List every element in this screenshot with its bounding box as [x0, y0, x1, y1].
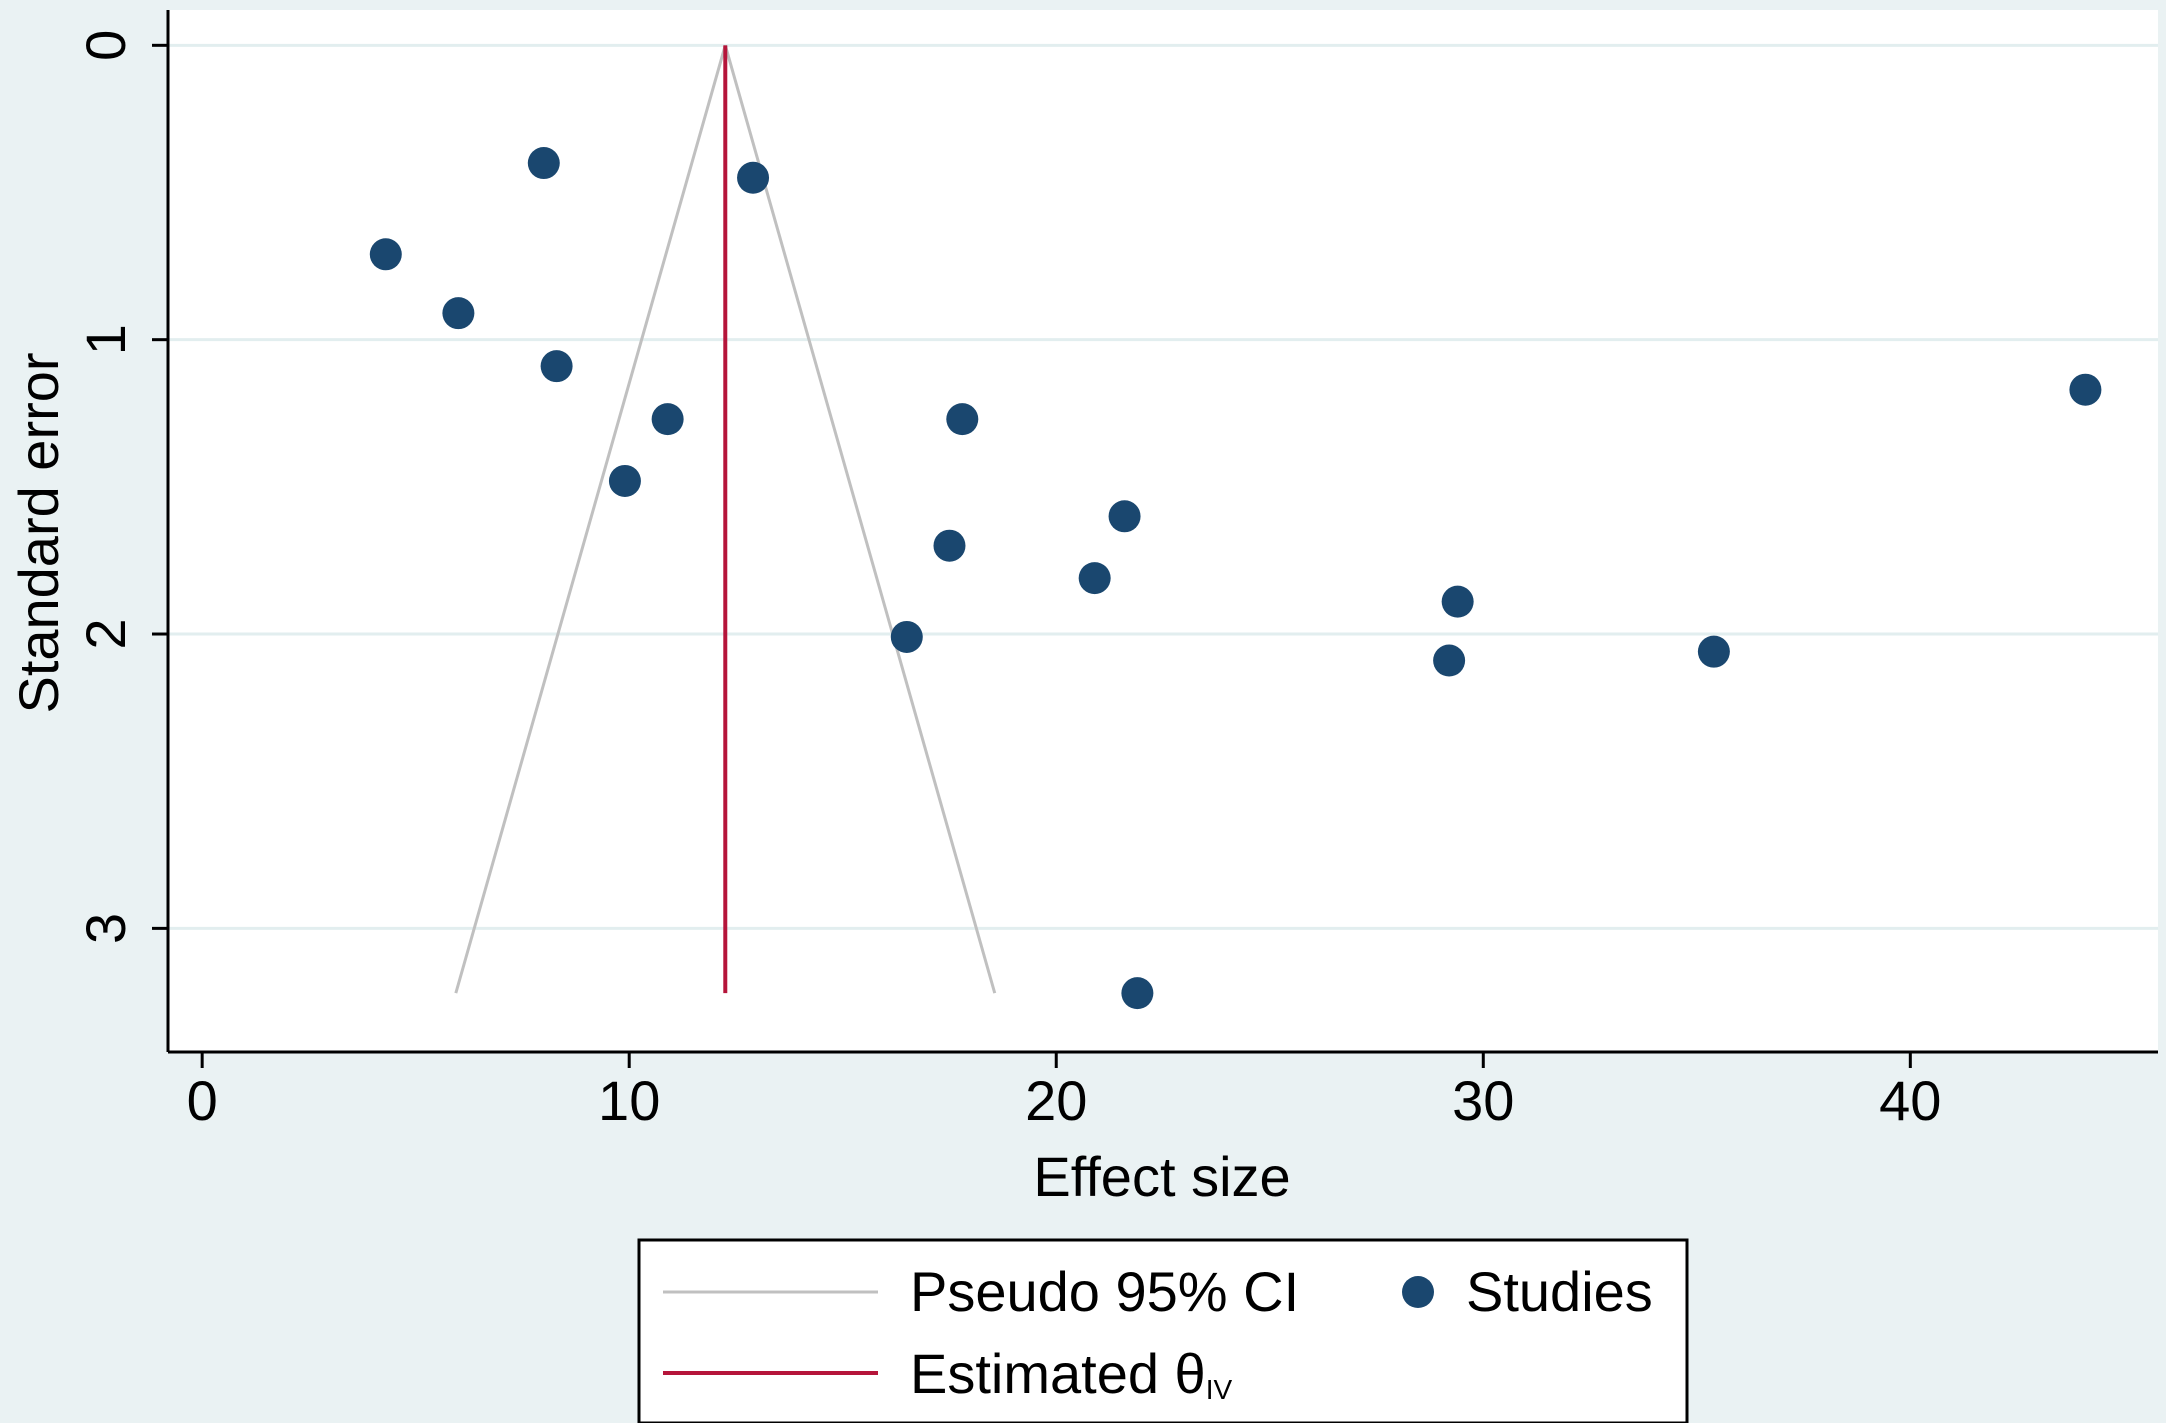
ci-left-line — [454, 44, 727, 994]
study-point — [608, 464, 641, 497]
x-tick-label: 40 — [1879, 1069, 1941, 1132]
legend: Pseudo 95% CI Studies Estimated θIV — [637, 1238, 1689, 1423]
study-point — [890, 620, 923, 653]
y-tick-label: 2 — [74, 618, 137, 649]
study-point — [651, 403, 684, 436]
study-point — [527, 147, 560, 180]
legend-estimate-text: Estimated θ — [910, 1342, 1206, 1405]
legend-ci-label: Pseudo 95% CI — [910, 1260, 1299, 1323]
legend-box — [637, 1238, 1689, 1423]
study-point — [1108, 500, 1141, 533]
y-tick-label: 3 — [74, 913, 137, 944]
y-axis-label: Standard error — [7, 352, 70, 713]
study-points — [369, 147, 2102, 1010]
study-point — [737, 161, 770, 194]
axes: 0 10 20 30 40 0 1 2 3 — [74, 10, 2158, 1132]
study-point — [442, 297, 475, 330]
study-point — [1078, 562, 1111, 595]
study-point — [1433, 644, 1466, 677]
y-tick-label: 1 — [74, 324, 137, 355]
x-tick-label: 0 — [187, 1069, 218, 1132]
x-tick-label: 10 — [598, 1069, 660, 1132]
plot-area — [168, 10, 2158, 1052]
pseudo-ci-funnel — [454, 44, 997, 994]
ci-right-line — [723, 44, 997, 994]
legend-estimate-subscript: IV — [1206, 1374, 1233, 1405]
legend-studies-label: Studies — [1466, 1260, 1653, 1323]
study-point — [946, 403, 979, 436]
study-point — [369, 238, 402, 271]
y-tick-label: 0 — [74, 30, 137, 61]
study-point — [540, 350, 573, 383]
legend-estimate-label: Estimated θIV — [910, 1342, 1232, 1405]
x-tick-label: 30 — [1452, 1069, 1514, 1132]
study-point — [1121, 977, 1154, 1010]
legend-studies-marker — [1402, 1276, 1434, 1308]
study-point — [933, 529, 966, 562]
study-point — [1441, 585, 1474, 618]
study-point — [2069, 373, 2102, 406]
x-tick-label: 20 — [1025, 1069, 1087, 1132]
x-axis-label: Effect size — [1033, 1145, 1290, 1208]
study-point — [1697, 635, 1730, 668]
gridlines — [168, 43, 2158, 930]
